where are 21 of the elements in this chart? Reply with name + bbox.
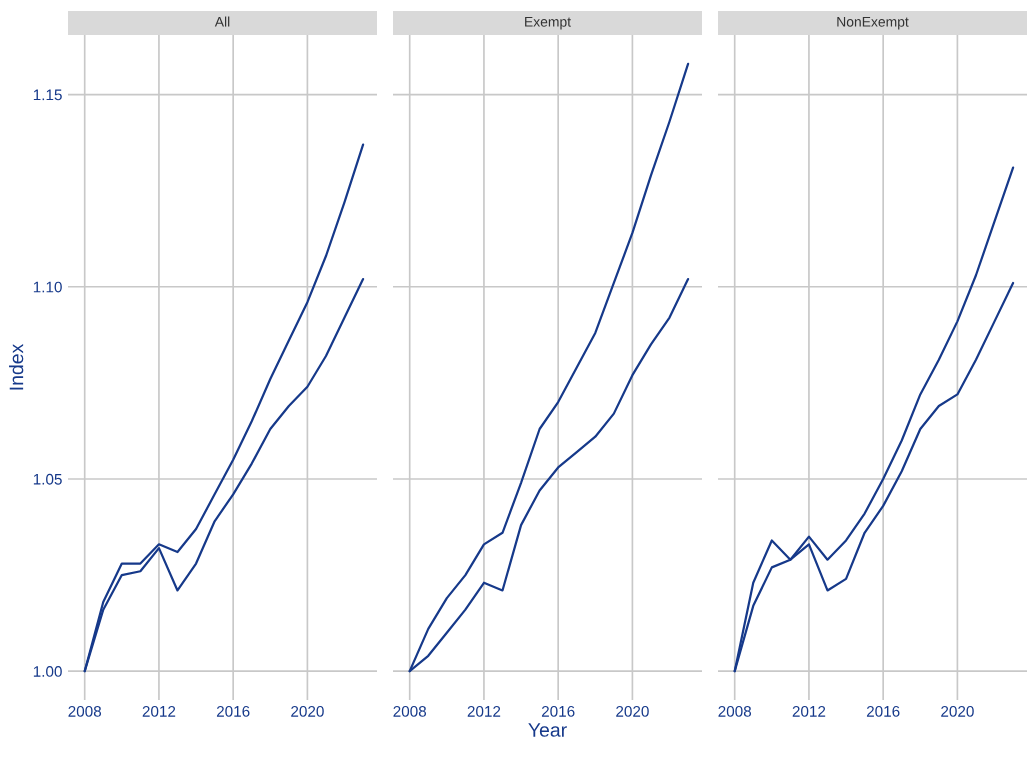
y-tick-label: 1.05: [33, 473, 62, 485]
x-tick-label: 2008: [718, 705, 752, 717]
y-axis-title: Index: [9, 343, 24, 390]
x-tick-label: 2012: [467, 705, 501, 717]
x-tick-label: 2012: [142, 705, 176, 717]
y-tick-label: 1.15: [33, 89, 62, 101]
x-tick-label: 2016: [541, 705, 575, 717]
x-tick-label: 2020: [291, 705, 324, 717]
x-tick-label: 2008: [68, 705, 102, 717]
chart-title: All: [214, 16, 230, 27]
chart-title: NonExempt: [837, 17, 909, 30]
x-tick-label: 2008: [393, 705, 427, 717]
x-tick-label: 2020: [616, 705, 649, 717]
y-tick-label: 1.00: [33, 666, 62, 677]
x-tick-label: 2016: [866, 705, 900, 717]
chart-title: Exempt: [525, 17, 571, 30]
x-tick-label: 2012: [792, 705, 826, 717]
x-tick-label: 2020: [941, 705, 974, 717]
x-axis-title: Year: [528, 723, 567, 737]
x-tick-label: 2016: [216, 705, 250, 717]
y-tick-label: 1.10: [33, 281, 62, 293]
